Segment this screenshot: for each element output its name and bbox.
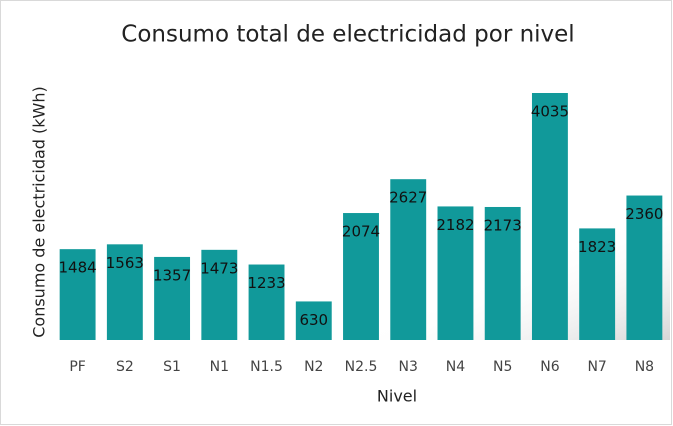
data-label: 2360 — [625, 205, 663, 223]
x-tick-label: N4 — [446, 359, 465, 375]
x-tick-label: N6 — [540, 359, 559, 375]
x-tick-label: N8 — [635, 359, 654, 375]
y-axis-label: Consumo de electricidad (kWh) — [30, 86, 49, 338]
data-label: 1233 — [247, 274, 285, 292]
data-label: 1823 — [578, 238, 616, 256]
x-tick-label: N2.5 — [345, 359, 378, 375]
data-label: 1357 — [153, 266, 191, 284]
bar — [106, 244, 143, 340]
bar — [343, 213, 379, 340]
x-tick-label: S2 — [116, 359, 134, 375]
data-label: 1473 — [200, 259, 238, 277]
x-axis-label: Nivel — [377, 387, 417, 406]
data-label: 2627 — [389, 189, 427, 207]
x-tick-label: N2 — [304, 359, 323, 375]
bar — [531, 93, 568, 340]
bar — [390, 179, 427, 340]
bar — [59, 249, 96, 340]
data-label: 2074 — [342, 223, 380, 241]
data-label: 2182 — [436, 216, 474, 234]
data-label: 2173 — [484, 216, 522, 234]
bar — [248, 264, 285, 340]
chart-title: Consumo total de electricidad por nivel — [121, 22, 574, 48]
x-tick-label: S1 — [163, 359, 181, 375]
data-label: 630 — [299, 311, 328, 329]
bar — [154, 256, 191, 340]
data-label: 1484 — [59, 259, 97, 277]
x-tick-label: N1 — [210, 359, 229, 375]
bar — [201, 249, 238, 340]
bar — [579, 228, 616, 340]
data-label: 4035 — [531, 103, 569, 121]
bar — [295, 301, 332, 340]
data-label: 1563 — [106, 254, 144, 272]
x-tick-label: PF — [69, 359, 86, 375]
bar — [437, 206, 474, 340]
x-tick-label: N5 — [493, 359, 512, 375]
bar — [626, 195, 663, 340]
x-tick-label: N1.5 — [250, 359, 283, 375]
x-tick-label: N3 — [399, 359, 418, 375]
x-tick-label: N7 — [587, 359, 606, 375]
bar — [484, 206, 521, 340]
